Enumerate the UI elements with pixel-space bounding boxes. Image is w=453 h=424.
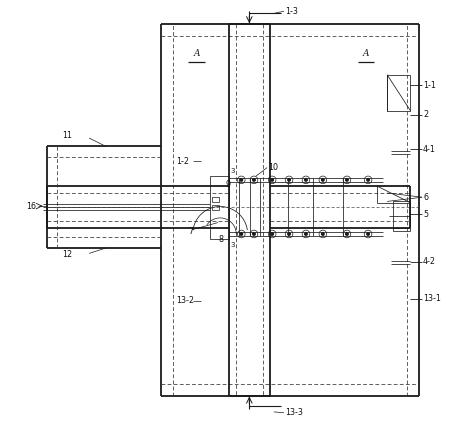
Text: 12: 12: [62, 250, 72, 259]
Circle shape: [288, 233, 290, 235]
Circle shape: [305, 179, 307, 181]
Circle shape: [240, 233, 242, 235]
Bar: [212, 205, 219, 210]
Circle shape: [367, 233, 369, 235]
Text: 1-2: 1-2: [176, 157, 189, 166]
Bar: [210, 176, 229, 240]
Text: 5: 5: [423, 209, 428, 219]
Circle shape: [346, 233, 348, 235]
Text: A: A: [194, 49, 200, 58]
Circle shape: [346, 179, 348, 181]
Text: A: A: [363, 49, 369, 58]
Text: 3: 3: [231, 168, 235, 174]
Circle shape: [271, 233, 274, 235]
Text: 16: 16: [26, 201, 36, 211]
Circle shape: [322, 233, 324, 235]
Circle shape: [322, 179, 324, 181]
Text: 8: 8: [218, 235, 223, 244]
Text: 13-1: 13-1: [423, 294, 441, 303]
Circle shape: [288, 179, 290, 181]
Text: 1-3: 1-3: [285, 7, 298, 16]
Text: 2: 2: [423, 110, 428, 119]
Circle shape: [253, 179, 255, 181]
Circle shape: [271, 179, 274, 181]
Text: 11: 11: [62, 131, 72, 140]
Text: 7: 7: [188, 226, 193, 235]
Circle shape: [367, 179, 369, 181]
Circle shape: [253, 233, 255, 235]
Text: 1-1: 1-1: [423, 81, 436, 90]
Text: 4-1: 4-1: [423, 145, 436, 154]
Text: 4-2: 4-2: [423, 257, 436, 266]
Circle shape: [240, 179, 242, 181]
Text: 13-2: 13-2: [176, 296, 194, 305]
Bar: [394, 201, 410, 231]
Text: 3: 3: [231, 242, 235, 248]
Circle shape: [305, 233, 307, 235]
Text: 13-3: 13-3: [285, 408, 303, 417]
Text: 6: 6: [423, 193, 428, 202]
Bar: [212, 197, 219, 202]
Bar: [387, 75, 410, 111]
Text: 9: 9: [226, 180, 231, 189]
Text: 10: 10: [268, 163, 278, 172]
